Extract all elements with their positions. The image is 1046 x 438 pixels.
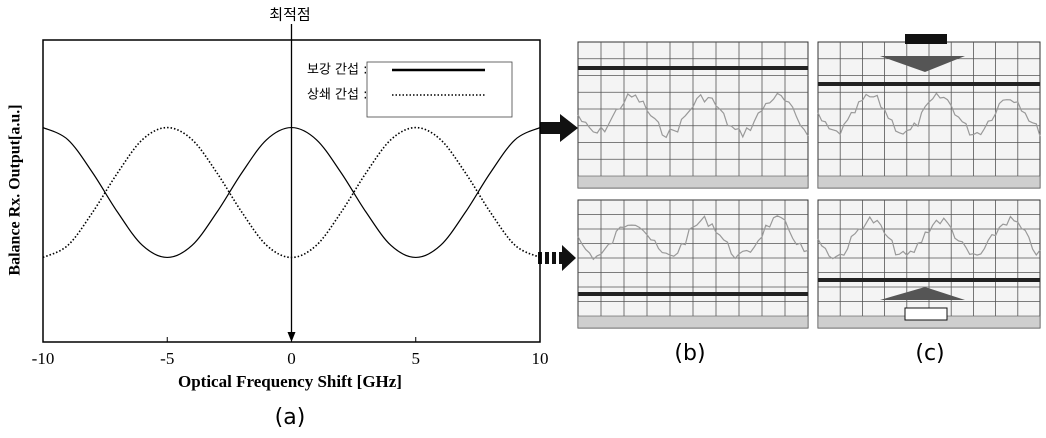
x-tick-label: 5 — [412, 349, 421, 368]
scope-marker — [905, 308, 947, 320]
y-axis-label: Balance Rx. Output[a.u.] — [7, 104, 24, 275]
scope-footer — [818, 176, 1040, 188]
annotation: 최적점 — [269, 6, 310, 24]
panel-label: (a) — [275, 405, 306, 430]
scope-screenshot — [578, 42, 808, 188]
legend-label: 보강 간섭 : — [307, 63, 368, 78]
scope-trace-bar — [818, 278, 1040, 282]
x-tick-label: -10 — [32, 349, 55, 368]
x-tick-label: 10 — [532, 349, 549, 368]
scope-marker — [905, 34, 947, 44]
x-tick-label: -5 — [160, 349, 174, 368]
scope-trace-bar — [818, 82, 1040, 86]
scope-footer — [578, 176, 808, 188]
arrow-dashed — [538, 245, 576, 271]
x-tick-label: 0 — [287, 349, 296, 368]
scope-footer — [578, 316, 808, 328]
panel-label: (c) — [915, 341, 944, 366]
scope-screenshot — [578, 200, 808, 328]
scope-trace-bar — [578, 292, 808, 296]
panel-label: (b) — [674, 341, 705, 366]
arrow-solid — [540, 114, 578, 142]
legend-label: 상쇄 간섭 : — [307, 88, 368, 103]
annotation-arrowhead — [288, 332, 296, 342]
scope-trace-bar — [578, 66, 808, 70]
x-axis-label: Optical Frequency Shift [GHz] — [178, 372, 402, 391]
figure: 최적점 Optical Frequency Shift [GHz] Balanc… — [0, 0, 1046, 438]
